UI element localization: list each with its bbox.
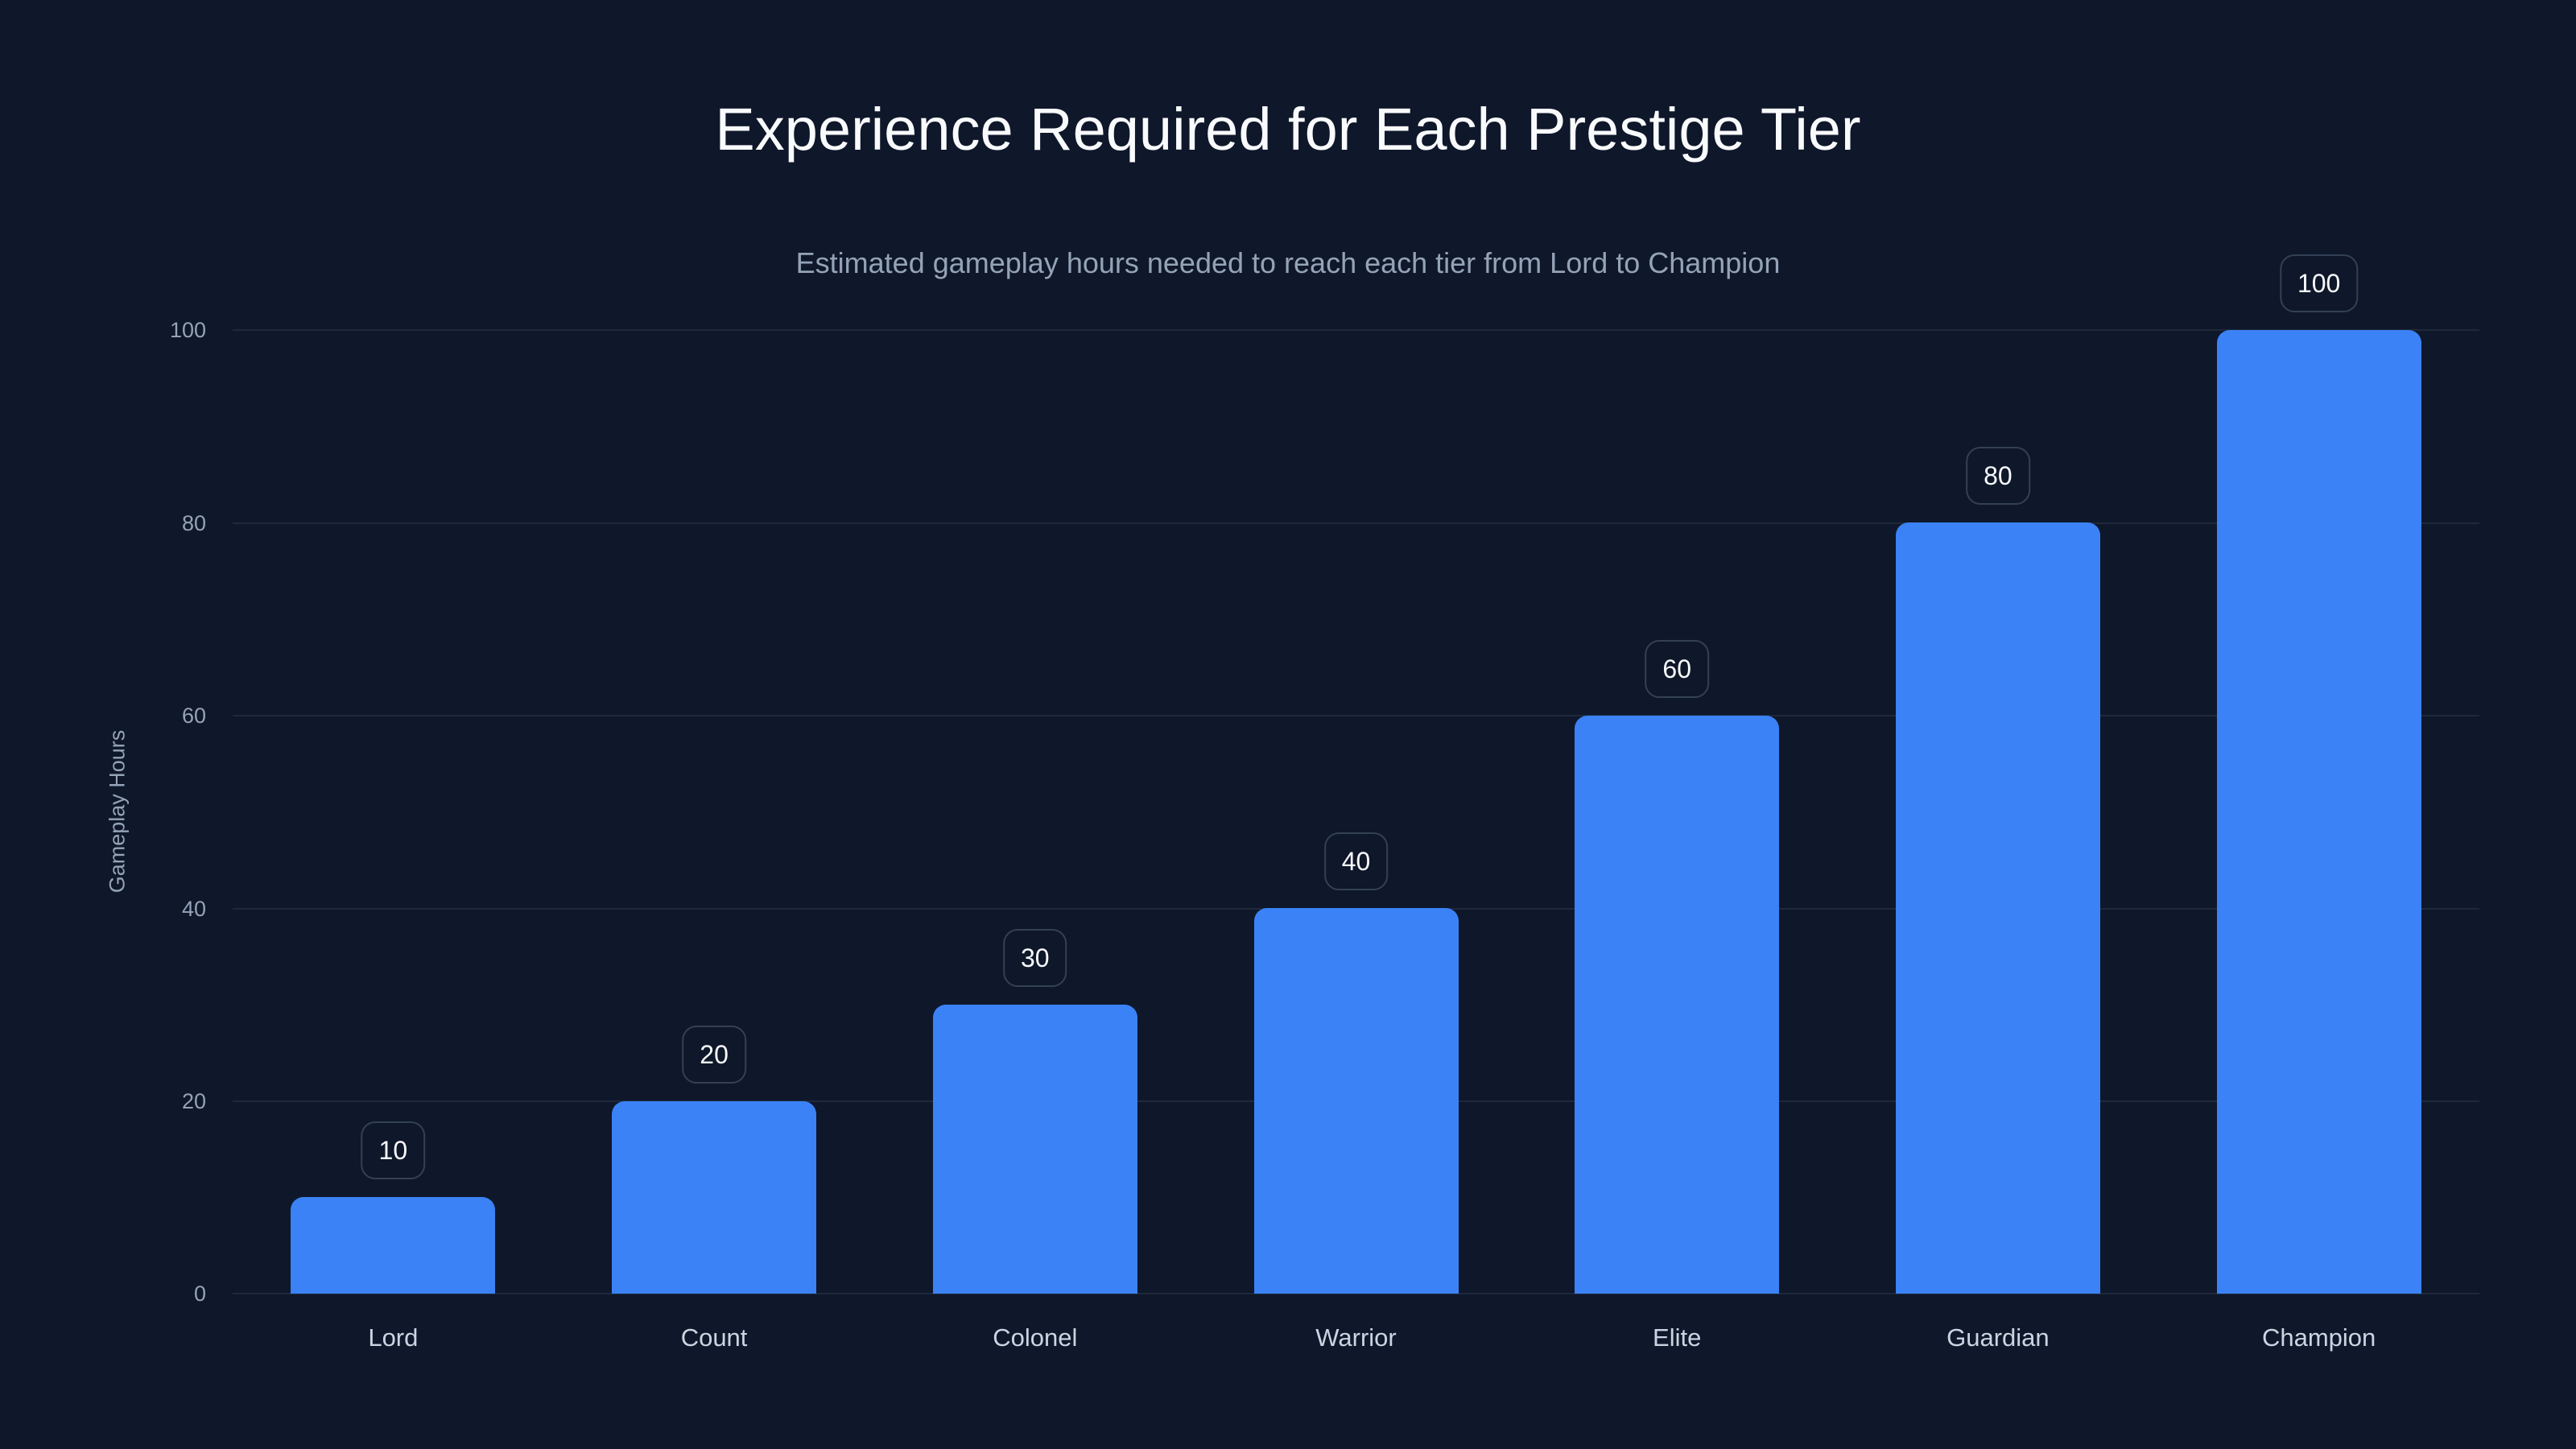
y-tick: 80 xyxy=(181,511,206,535)
bar-count[interactable] xyxy=(612,1100,817,1294)
x-category-label: Lord xyxy=(368,1323,419,1352)
x-category-label: Colonel xyxy=(993,1323,1078,1352)
value-label: 40 xyxy=(1323,832,1389,891)
bar-colonel[interactable] xyxy=(932,1004,1137,1294)
x-category-label: Warrior xyxy=(1315,1323,1397,1352)
value-label: 30 xyxy=(1002,928,1067,987)
value-label: 80 xyxy=(1966,447,2030,506)
value-label: 20 xyxy=(682,1025,746,1084)
bar-lord[interactable] xyxy=(291,1197,496,1294)
chart-subtitle: Estimated gameplay hours needed to reach… xyxy=(795,246,1781,279)
x-category-label: Elite xyxy=(1653,1323,1702,1352)
gridline-100 xyxy=(233,329,2479,331)
gridline-80 xyxy=(233,522,2479,524)
y-tick: 60 xyxy=(181,704,206,728)
y-tick: 20 xyxy=(181,1089,206,1113)
bar-elite[interactable] xyxy=(1575,715,1780,1294)
y-tick: 0 xyxy=(193,1282,206,1306)
x-category-label: Champion xyxy=(2261,1323,2376,1352)
bar-guardian[interactable] xyxy=(1895,522,2100,1294)
x-category-label: Count xyxy=(680,1323,748,1352)
y-tick: 100 xyxy=(169,318,206,342)
gridline-0 xyxy=(233,1293,2479,1294)
bar-champion[interactable] xyxy=(2216,330,2421,1294)
y-tick: 40 xyxy=(181,897,206,921)
chart-title: Experience Required for Each Prestige Ti… xyxy=(715,96,1861,163)
value-label: 10 xyxy=(361,1121,426,1180)
bar-warrior[interactable] xyxy=(1253,908,1459,1294)
gridline-60 xyxy=(233,715,2479,716)
y-axis-label: Gameplay Hours xyxy=(105,729,130,894)
value-label: 100 xyxy=(2279,254,2359,312)
x-category-label: Guardian xyxy=(1946,1323,2050,1352)
value-label: 60 xyxy=(1645,639,1709,698)
